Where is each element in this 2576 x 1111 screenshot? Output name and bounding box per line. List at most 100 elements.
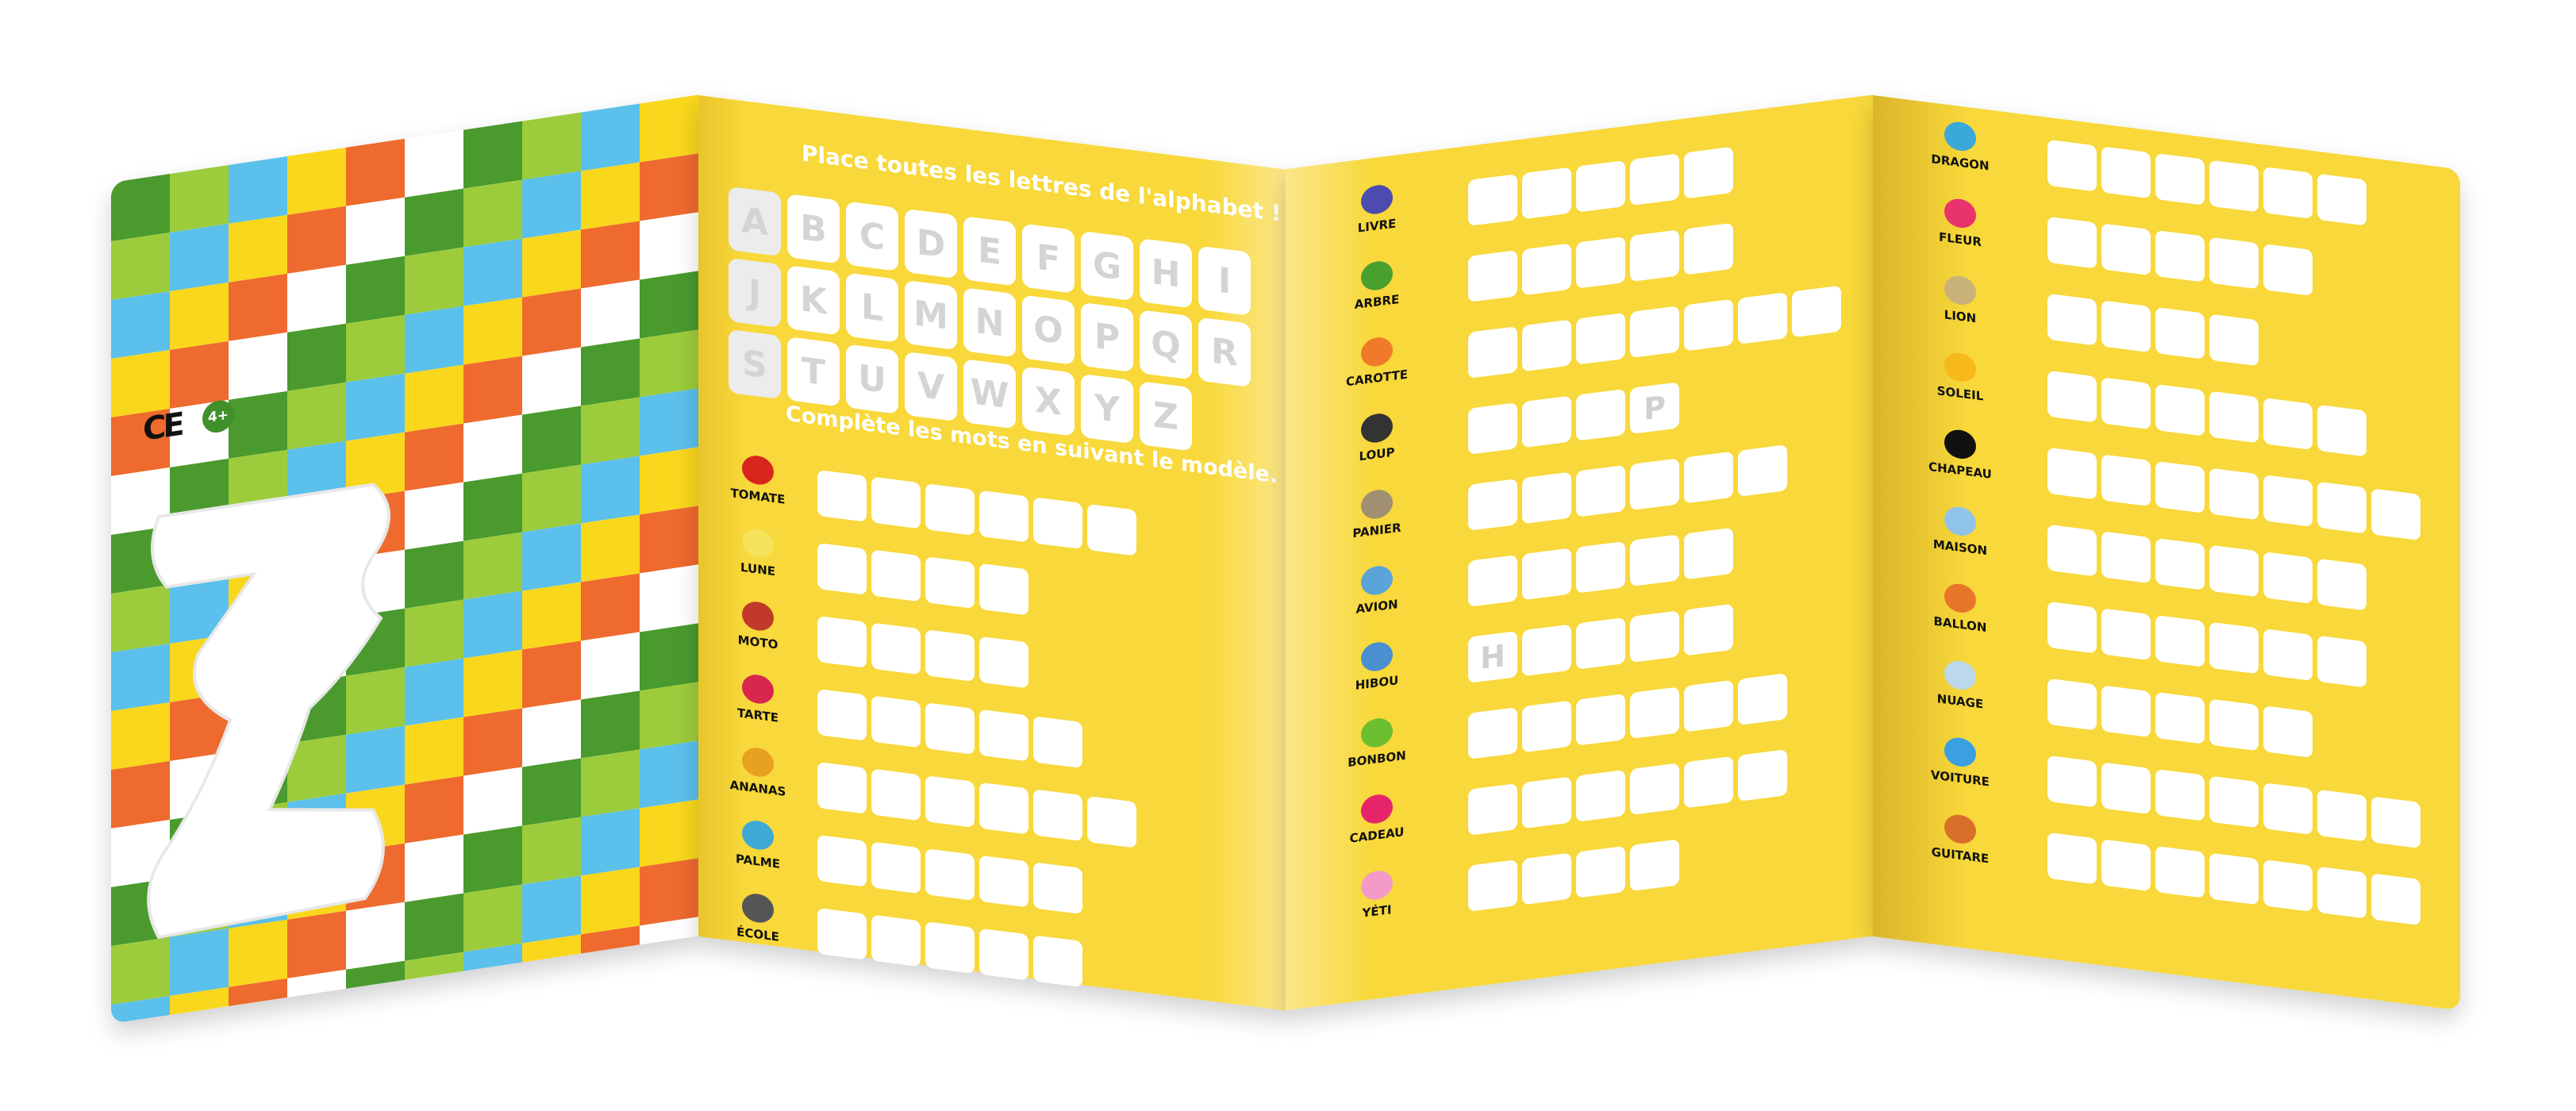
letter-box[interactable] <box>1738 292 1787 344</box>
letter-slot[interactable]: Q <box>1140 309 1192 380</box>
letter-box[interactable] <box>2263 859 2313 912</box>
letter-box[interactable] <box>1033 862 1082 915</box>
letter-box[interactable] <box>2263 629 2313 681</box>
letter-slot[interactable]: X <box>1022 366 1075 436</box>
letter-box[interactable] <box>2101 762 2151 815</box>
letter-box[interactable] <box>1468 402 1517 455</box>
letter-box[interactable] <box>1576 312 1625 365</box>
letter-box[interactable] <box>1576 540 1625 594</box>
letter-box[interactable] <box>1087 503 1136 556</box>
letter-box[interactable] <box>817 834 867 887</box>
letter-box[interactable] <box>871 768 921 821</box>
letter-box[interactable] <box>1738 673 1787 725</box>
letter-box[interactable] <box>1468 326 1517 379</box>
letter-box[interactable] <box>2155 691 2205 744</box>
letter-slot[interactable]: F <box>1022 223 1075 294</box>
letter-box[interactable] <box>1522 395 1571 448</box>
letter-box[interactable] <box>2317 404 2366 457</box>
letter-box[interactable] <box>2209 236 2259 290</box>
letter-box[interactable] <box>1576 236 1625 289</box>
letter-box[interactable] <box>1576 160 1625 213</box>
letter-box[interactable]: H <box>1468 631 1517 683</box>
letter-box[interactable] <box>2209 313 2259 367</box>
letter-slot[interactable]: B <box>787 194 840 264</box>
letter-box[interactable] <box>2155 768 2205 821</box>
letter-box[interactable] <box>2155 845 2205 898</box>
letter-box[interactable] <box>1738 444 1787 497</box>
letter-box[interactable] <box>2263 167 2313 219</box>
letter-box[interactable] <box>1684 451 1733 504</box>
letter-box[interactable] <box>2047 524 2097 577</box>
letter-box[interactable] <box>2101 377 2151 430</box>
letter-box[interactable] <box>2047 678 2097 731</box>
letter-box[interactable] <box>1576 693 1625 746</box>
letter-box[interactable] <box>1522 776 1571 829</box>
letter-box[interactable] <box>2371 796 2420 849</box>
letter-box[interactable] <box>2209 160 2259 213</box>
letter-box[interactable] <box>1630 686 1679 740</box>
letter-slot[interactable]: M <box>905 279 957 351</box>
letter-box[interactable] <box>925 921 975 974</box>
letter-box[interactable] <box>2263 782 2313 835</box>
letter-box[interactable] <box>1576 617 1625 670</box>
letter-box[interactable] <box>1630 153 1679 206</box>
letter-slot[interactable]: H <box>1140 238 1192 309</box>
letter-box[interactable] <box>925 775 975 828</box>
letter-box[interactable] <box>2317 789 2366 842</box>
letter-box[interactable] <box>2209 390 2259 444</box>
letter-box[interactable] <box>2317 481 2366 534</box>
letter-box[interactable] <box>2047 601 2097 654</box>
letter-box[interactable] <box>1522 624 1571 677</box>
letter-box[interactable] <box>1630 839 1679 892</box>
letter-box[interactable] <box>1576 464 1625 517</box>
letter-box[interactable] <box>1630 306 1679 359</box>
letter-box[interactable] <box>2101 839 2151 892</box>
letter-box[interactable] <box>2047 755 2097 808</box>
letter-box[interactable] <box>1684 146 1733 199</box>
letter-box[interactable] <box>2155 460 2205 513</box>
letter-box[interactable] <box>1684 679 1733 732</box>
letter-box[interactable] <box>871 695 921 748</box>
letter-box[interactable] <box>2101 146 2151 199</box>
letter-box[interactable] <box>2101 223 2151 276</box>
letter-box[interactable] <box>871 549 921 602</box>
letter-box[interactable] <box>1630 458 1679 511</box>
letter-box[interactable] <box>2209 544 2259 598</box>
letter-box[interactable] <box>2155 537 2205 590</box>
letter-box[interactable] <box>871 841 921 894</box>
letter-box[interactable] <box>2047 216 2097 269</box>
letter-box[interactable] <box>1630 763 1679 816</box>
letter-box[interactable] <box>1033 935 1082 988</box>
letter-box[interactable] <box>1522 852 1571 905</box>
letter-slot[interactable]: E <box>963 216 1016 286</box>
letter-slot[interactable]: S <box>729 329 781 400</box>
letter-box[interactable] <box>1468 707 1517 759</box>
letter-box[interactable] <box>2371 488 2420 541</box>
letter-box[interactable] <box>1576 769 1625 822</box>
letter-slot[interactable]: N <box>963 287 1016 358</box>
letter-box[interactable] <box>1033 497 1082 550</box>
letter-box[interactable] <box>979 490 1028 543</box>
letter-box[interactable] <box>1468 783 1517 836</box>
letter-box[interactable] <box>2317 558 2366 611</box>
letter-box[interactable] <box>2263 475 2313 527</box>
letter-box[interactable] <box>2209 775 2259 828</box>
letter-box[interactable] <box>871 622 921 675</box>
letter-box[interactable] <box>2371 873 2420 926</box>
letter-box[interactable] <box>1468 174 1517 226</box>
letter-box[interactable] <box>1684 298 1733 352</box>
letter-box[interactable] <box>2209 852 2259 905</box>
letter-box[interactable] <box>2155 152 2205 206</box>
letter-box[interactable] <box>2155 383 2205 436</box>
letter-box[interactable] <box>1630 534 1679 587</box>
letter-slot[interactable]: J <box>729 257 781 329</box>
letter-box[interactable] <box>2317 173 2366 226</box>
letter-box[interactable] <box>2263 244 2313 296</box>
letter-box[interactable] <box>2047 447 2097 500</box>
letter-box[interactable] <box>979 855 1028 908</box>
letter-slot[interactable]: K <box>787 265 840 336</box>
letter-box[interactable] <box>817 761 867 814</box>
letter-box[interactable] <box>2263 398 2313 450</box>
letter-box[interactable] <box>1522 243 1571 296</box>
letter-box[interactable] <box>1522 548 1571 601</box>
